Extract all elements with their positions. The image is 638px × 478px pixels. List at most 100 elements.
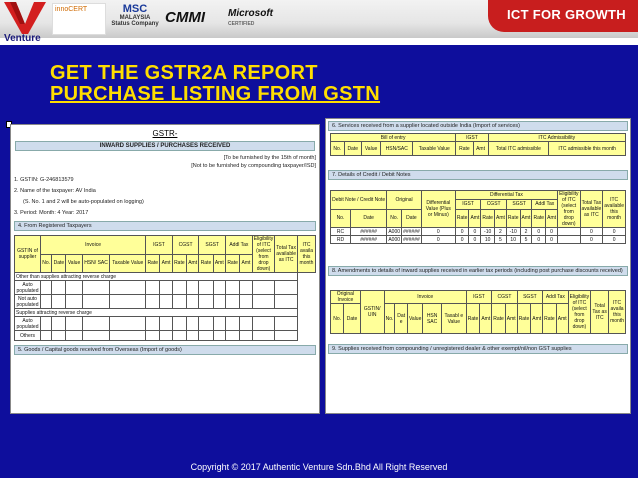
col-itc-month: ITC availa this month [297, 235, 316, 273]
section-7-table: Debit Note / Credit Note Original Differ… [329, 189, 626, 244]
s8-sub: Date [343, 303, 361, 334]
rate-col: Rate [224, 253, 241, 273]
debit-note-header: Debit Note / Credit Note [329, 190, 388, 210]
col-eligibility: Eligibility of ITC (select from drop dow… [251, 235, 276, 273]
s8-invoice: Invoice [383, 290, 467, 304]
rate-col: Rate [171, 253, 187, 273]
cell: 5 [493, 235, 507, 244]
s7-sub: No. [386, 208, 403, 228]
s7-igst: IGST [454, 199, 482, 210]
differential-header: Differential Value (Plus or Minus) [420, 190, 456, 228]
cell: 0 [420, 227, 456, 236]
rate-col: Rate [465, 303, 481, 334]
s8-sgst: SGST [516, 290, 544, 304]
section-7-heading: 7. Details of Credit / Debit Notes [328, 170, 628, 180]
cell: ###### [349, 227, 388, 236]
innocert-text: innoCERT [55, 6, 88, 13]
innocert-logo: innoCERT [52, 3, 106, 35]
inv-col: HSN/ SAC [81, 253, 111, 273]
gstr2-form-left: GSTR- INWARD SUPPLIES / PURCHASES RECEIV… [10, 124, 320, 414]
cell: 0 [468, 227, 482, 236]
cell: A000 [386, 235, 403, 244]
cell: -10 [480, 227, 495, 236]
inv-col: Value [65, 253, 83, 273]
s7-total-tax: Total Tax available as ITC [579, 190, 604, 228]
s6-col: No. [330, 141, 345, 156]
msc-text: MSC [122, 3, 148, 15]
cell: 0 [531, 227, 547, 236]
original-header: Original [386, 190, 422, 210]
rate-col: Rate [542, 303, 557, 334]
s8-addl: Addl Tax [542, 290, 569, 304]
cell: RD [330, 235, 351, 244]
s6-col: Date [343, 141, 362, 156]
auto-populated-label: Auto populated [14, 316, 41, 331]
s7-addl: Addl Tax [531, 199, 559, 210]
s7-sub: Rate [505, 208, 521, 228]
table-row: RC ###### A000 ###### 0 0 0 -10 2 -10 2 … [330, 227, 626, 236]
rate-col: Rate [491, 303, 506, 334]
rc-row: Supplies attracting reverse charge [14, 308, 298, 317]
s8-gstin: GSTIN/ UIN [359, 290, 385, 334]
s8-sub: HSN SAC [422, 303, 442, 334]
s6-col: Rate [455, 141, 474, 156]
taxpayer-name: 2. Name of the taxpayer: AV India [14, 188, 96, 194]
section-6-heading: 6. Services received from a supplier loc… [328, 121, 628, 131]
s7-sgst: SGST [505, 199, 533, 210]
cell: 0 [602, 235, 626, 244]
section-9-heading: 9. Supplies received from compounding / … [328, 344, 628, 354]
cell: 0 [454, 227, 470, 236]
s8-sub: No. [383, 303, 396, 334]
auto-note: (S. No. 1 and 2 will be auto-populated o… [23, 199, 144, 205]
s7-sub: Amt [545, 208, 559, 228]
s8-sub: No. [329, 303, 345, 334]
section-6-table: Bill of entry IGST ITC Admissibility No.… [329, 133, 627, 156]
cell: 10 [505, 235, 521, 244]
s7-sub: Amt [519, 208, 533, 228]
cell: -10 [505, 227, 521, 236]
s6-col: ITC admissible this month [548, 141, 626, 156]
ms-text: Microsoft [228, 8, 273, 19]
amt-col: Amt [504, 303, 518, 334]
form-note-2: [Not to be furnished by compounding taxp… [191, 163, 316, 169]
copyright-footer: Copyright © 2017 Authentic Venture Sdn.B… [190, 462, 448, 472]
col-addl: Addl Tax [225, 235, 253, 255]
s7-sub: No. [330, 208, 351, 228]
others-label: Others [14, 330, 41, 341]
col-cgst: CGST [171, 235, 200, 255]
period-line: 3. Period: Month: 4 Year: 2017 [14, 210, 89, 216]
slide-title-line2: PURCHASE LISTING FROM GSTN [50, 83, 381, 105]
venture-logo-text: Venture [4, 33, 41, 44]
s8-total: Total Tax as ITC [590, 290, 610, 334]
cell: ###### [401, 227, 422, 236]
not-auto-populated-label: Not auto populated [14, 294, 41, 309]
s7-sub: Amt [493, 208, 507, 228]
s7-sub: Date [401, 208, 422, 228]
col-invoice: Invoice [39, 235, 147, 255]
ms-sub: CERTIFIED [228, 21, 255, 27]
s8-sub: Taxabl e Value [440, 303, 467, 334]
form-subtitle: INWARD SUPPLIES / PURCHASES RECEIVED [15, 141, 315, 151]
cell: ###### [349, 235, 388, 244]
s6-igst: IGST [455, 133, 489, 142]
s6-col: Amt [472, 141, 489, 156]
header-banner: Venture innoCERT MSC MALAYSIA Status Comp… [0, 0, 638, 45]
microsoft-certified-logo: Microsoft CERTIFIED [228, 3, 292, 33]
s8-cgst: CGST [491, 290, 518, 304]
inv-col: Date [51, 253, 67, 273]
cell: 0 [579, 235, 604, 244]
cell [557, 227, 581, 236]
inv-col: No. [39, 253, 53, 273]
cell: 0 [545, 235, 559, 244]
s6-col: Total ITC admissible [487, 141, 550, 156]
s7-sub: Rate [531, 208, 547, 228]
cell: 0 [454, 235, 470, 244]
amt-col: Amt [555, 303, 569, 334]
s7-itc-month: ITC available this month [602, 190, 626, 228]
col-total-tax: Total Tax available as ITC [274, 235, 298, 273]
tagline-band: ICT FOR GROWTH [488, 0, 638, 32]
section-4-heading: 4. From Registered Taxpayers [14, 221, 316, 231]
cell: 0 [579, 227, 604, 236]
cell: 5 [519, 235, 533, 244]
tagline: ICT FOR GROWTH [506, 7, 626, 22]
